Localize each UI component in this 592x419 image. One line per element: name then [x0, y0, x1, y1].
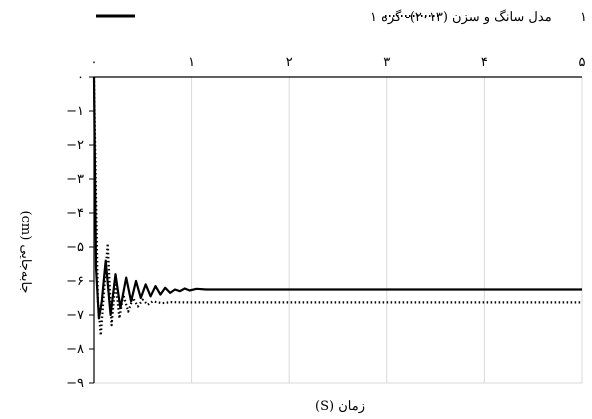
y-tick-label: ۰: [77, 70, 84, 85]
x-tick-label: ۴: [481, 55, 488, 70]
y-tick-label: −۸: [66, 342, 84, 357]
x-tick-label: ۲: [286, 55, 293, 70]
x-tick-label: ۳: [383, 55, 390, 70]
y-tick-label: −۲: [66, 138, 84, 153]
x-tick-label: ۱: [188, 55, 195, 70]
y-tick-label: −۴: [66, 206, 84, 221]
y-axis-title: جابه‌جایی (cm): [18, 211, 33, 294]
y-tick-label: −۱: [66, 104, 84, 119]
x-tick-label: ۰: [91, 55, 98, 70]
y-tick-label: −۳: [66, 172, 84, 187]
y-tick-label: −۹: [66, 376, 84, 391]
series-layer: [92, 76, 582, 337]
series-line-2: [92, 76, 582, 337]
axis-layer: ۰ ۱ ۲ ۳ ۴ ۵ ۰ −۱ −۲ −۳ −۴ −۵ −۶ −۷ −۸ −۹: [66, 55, 585, 391]
grid-layer: [94, 77, 583, 384]
legend: مدل مقاله حاضر- گره ۱ مدل سانگ و سزن (۲۰…: [96, 9, 592, 25]
y-tick-label: −۷: [66, 308, 84, 323]
x-axis-title: زمان (S): [315, 399, 365, 414]
y-tick-label: −۵: [66, 240, 84, 255]
series-line-1: [92, 76, 582, 320]
x-tick-label: ۵: [579, 55, 586, 70]
legend-label-series-2: مدل سانگ و سزن (۲۰۱۳)- گره ۱: [370, 9, 552, 25]
legend-label-series-1: مدل مقاله حاضر- گره ۱: [580, 9, 592, 25]
y-tick-label: −۶: [66, 274, 84, 289]
